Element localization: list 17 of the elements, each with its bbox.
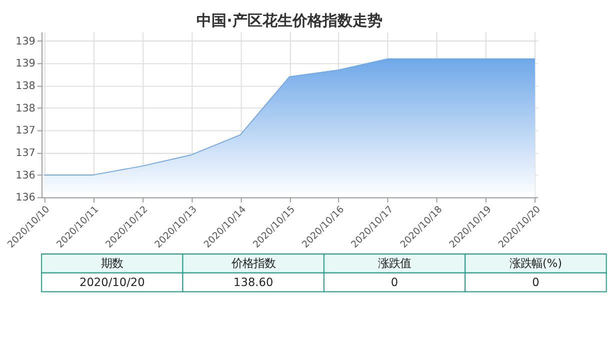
y-tick-label: 138 xyxy=(16,80,36,92)
y-tick-label: 136 xyxy=(16,192,36,204)
y-tick-label: 138 xyxy=(16,102,36,114)
text: 涨跌值 xyxy=(378,256,412,270)
text: 0 xyxy=(390,275,398,290)
y-tick-label: 136 xyxy=(16,169,36,182)
text: 涨跌幅(%) xyxy=(509,256,562,270)
y-tick-label: 139 xyxy=(16,35,36,48)
text: 价格指数 xyxy=(230,256,276,270)
y-tick-label: 137 xyxy=(16,124,36,137)
chart-title: 中国·产区花生价格指数走势 xyxy=(196,11,382,30)
text: 0 xyxy=(532,275,540,290)
text: 138.60 xyxy=(234,275,274,290)
y-tick-label: 137 xyxy=(16,146,36,159)
y-tick-label: 139 xyxy=(16,58,36,70)
text: 2020/10/20 xyxy=(80,275,145,290)
text: 期数 xyxy=(101,256,124,270)
